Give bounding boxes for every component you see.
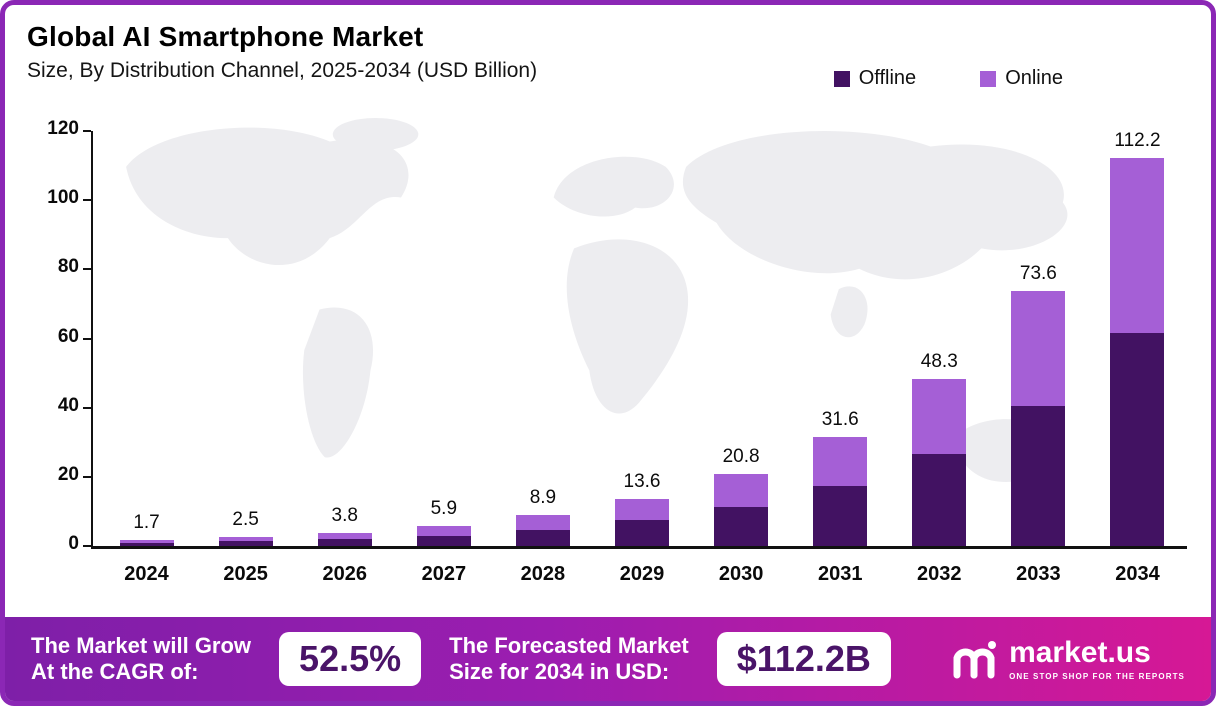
x-axis-label: 2027 [421, 563, 467, 585]
x-axis-label: 2028 [520, 563, 566, 585]
y-axis-line [91, 131, 93, 548]
page-subtitle: Size, By Distribution Channel, 2025-2034… [27, 59, 538, 82]
x-axis-label: 2032 [917, 563, 962, 585]
online-segment [1110, 157, 1165, 333]
bar-stack [515, 515, 570, 546]
x-axis-label: 2030 [718, 563, 764, 585]
offline-segment [714, 506, 769, 546]
bar-total-label: 112.2 [1114, 129, 1161, 151]
page-title: Global AI Smartphone Market [27, 21, 424, 52]
bar-column: 73.6 [989, 131, 1088, 546]
online-segment [515, 515, 570, 531]
offline-segment [515, 530, 570, 546]
x-axis-label: 2026 [322, 563, 367, 585]
brand-name: market.us [1009, 635, 1151, 669]
x-axis-labels: 2024 2025 2026 2027 2028 2029 2030 2031 2032 2033… [97, 563, 1187, 586]
bar-total-label: 73.6 [1019, 263, 1057, 285]
bar-column: 8.9 [493, 131, 592, 546]
legend-item-offline: Offline [833, 67, 917, 90]
legend-label-offline: Offline [858, 67, 917, 89]
x-axis-label: 2029 [619, 563, 665, 585]
online-segment [416, 525, 471, 536]
x-axis-label: 2024 [124, 563, 169, 585]
bar-total-label: 31.6 [821, 408, 859, 430]
bar-total-label: 2.5 [232, 509, 259, 531]
forecast-label: The Forecasted Market Size for 2034 in U… [449, 633, 689, 685]
offline-segment [615, 520, 670, 546]
offline-segment [912, 454, 967, 546]
market-us-logo-icon [953, 641, 997, 679]
bar-total-label: 48.3 [920, 350, 958, 372]
forecast-label-line2: Size for 2034 in USD: [449, 659, 670, 684]
online-segment [1011, 291, 1066, 406]
legend-label-online: Online [1005, 67, 1063, 89]
bar-column: 48.3 [890, 131, 989, 546]
online-segment [714, 474, 769, 507]
bar-stack [1011, 291, 1066, 546]
legend: Offline Online [833, 67, 1063, 90]
bar-stack [416, 525, 471, 546]
cagr-label-line1: The Market will Grow [31, 633, 252, 659]
bar-column: 20.8 [692, 131, 791, 546]
offline-segment [218, 541, 273, 546]
bar-stack [1110, 157, 1165, 546]
footer-banner: The Market will Grow At the CAGR of: 52.… [5, 617, 1211, 701]
brand-tagline: ONE STOP SHOP FOR THE REPORTS [1009, 671, 1185, 681]
cagr-label-line2: At the CAGR of: [31, 659, 199, 684]
plot-area: 1.7 2.5 3.8 5.9 8.9 13.6 20.8 31.6 48.3 73.6 112.2 [97, 129, 1187, 546]
bar-stack [218, 537, 273, 546]
offline-segment [1110, 332, 1165, 546]
bar-column: 112.2 [1088, 129, 1187, 546]
offline-segment [1011, 405, 1066, 546]
bar-column: 31.6 [791, 131, 890, 546]
x-axis-label: 2031 [817, 563, 863, 585]
offline-segment [813, 485, 868, 546]
bar-stack [912, 378, 967, 546]
online-segment [317, 532, 372, 539]
online-segment [119, 540, 174, 543]
bar-total-label: 1.7 [133, 512, 160, 534]
online-segment [912, 378, 967, 455]
offline-swatch-icon [833, 70, 850, 87]
bar-column: 1.7 [97, 131, 196, 546]
bar-column: 13.6 [592, 131, 691, 546]
bar-stack [813, 436, 868, 546]
x-axis-line [91, 546, 1187, 549]
bar-total-label: 3.8 [331, 504, 358, 526]
bar-column: 3.8 [295, 131, 394, 546]
bar-stack [714, 474, 769, 546]
online-segment [218, 537, 273, 542]
x-axis-label: 2033 [1016, 563, 1061, 585]
bar-stack [119, 540, 174, 546]
bar-total-label: 8.9 [529, 487, 557, 509]
offline-segment [119, 542, 174, 546]
online-segment [813, 436, 868, 486]
cagr-value-badge: 52.5% [279, 632, 422, 686]
bar-column: 5.9 [394, 131, 493, 546]
x-axis-label: 2025 [223, 563, 268, 585]
x-axis-label: 2034 [1115, 563, 1160, 585]
legend-item-online: Online [980, 67, 1063, 90]
bar-stack [317, 532, 372, 546]
cagr-label: The Market will Grow At the CAGR of: [31, 633, 251, 685]
brand-logo: market.us ONE STOP SHOP FOR THE REPORTS [951, 635, 1185, 681]
offline-segment [416, 535, 471, 546]
offline-segment [317, 538, 372, 546]
bar-stack [615, 498, 670, 546]
bar-total-label: 13.6 [623, 470, 661, 492]
bar-total-label: 20.8 [722, 446, 760, 468]
bar-column: 2.5 [196, 131, 295, 546]
online-swatch-icon [980, 70, 997, 87]
forecast-value-badge: $112.2B [716, 632, 891, 686]
online-segment [615, 498, 670, 521]
forecast-label-line1: The Forecasted Market [449, 633, 689, 659]
bar-total-label: 5.9 [430, 497, 458, 519]
